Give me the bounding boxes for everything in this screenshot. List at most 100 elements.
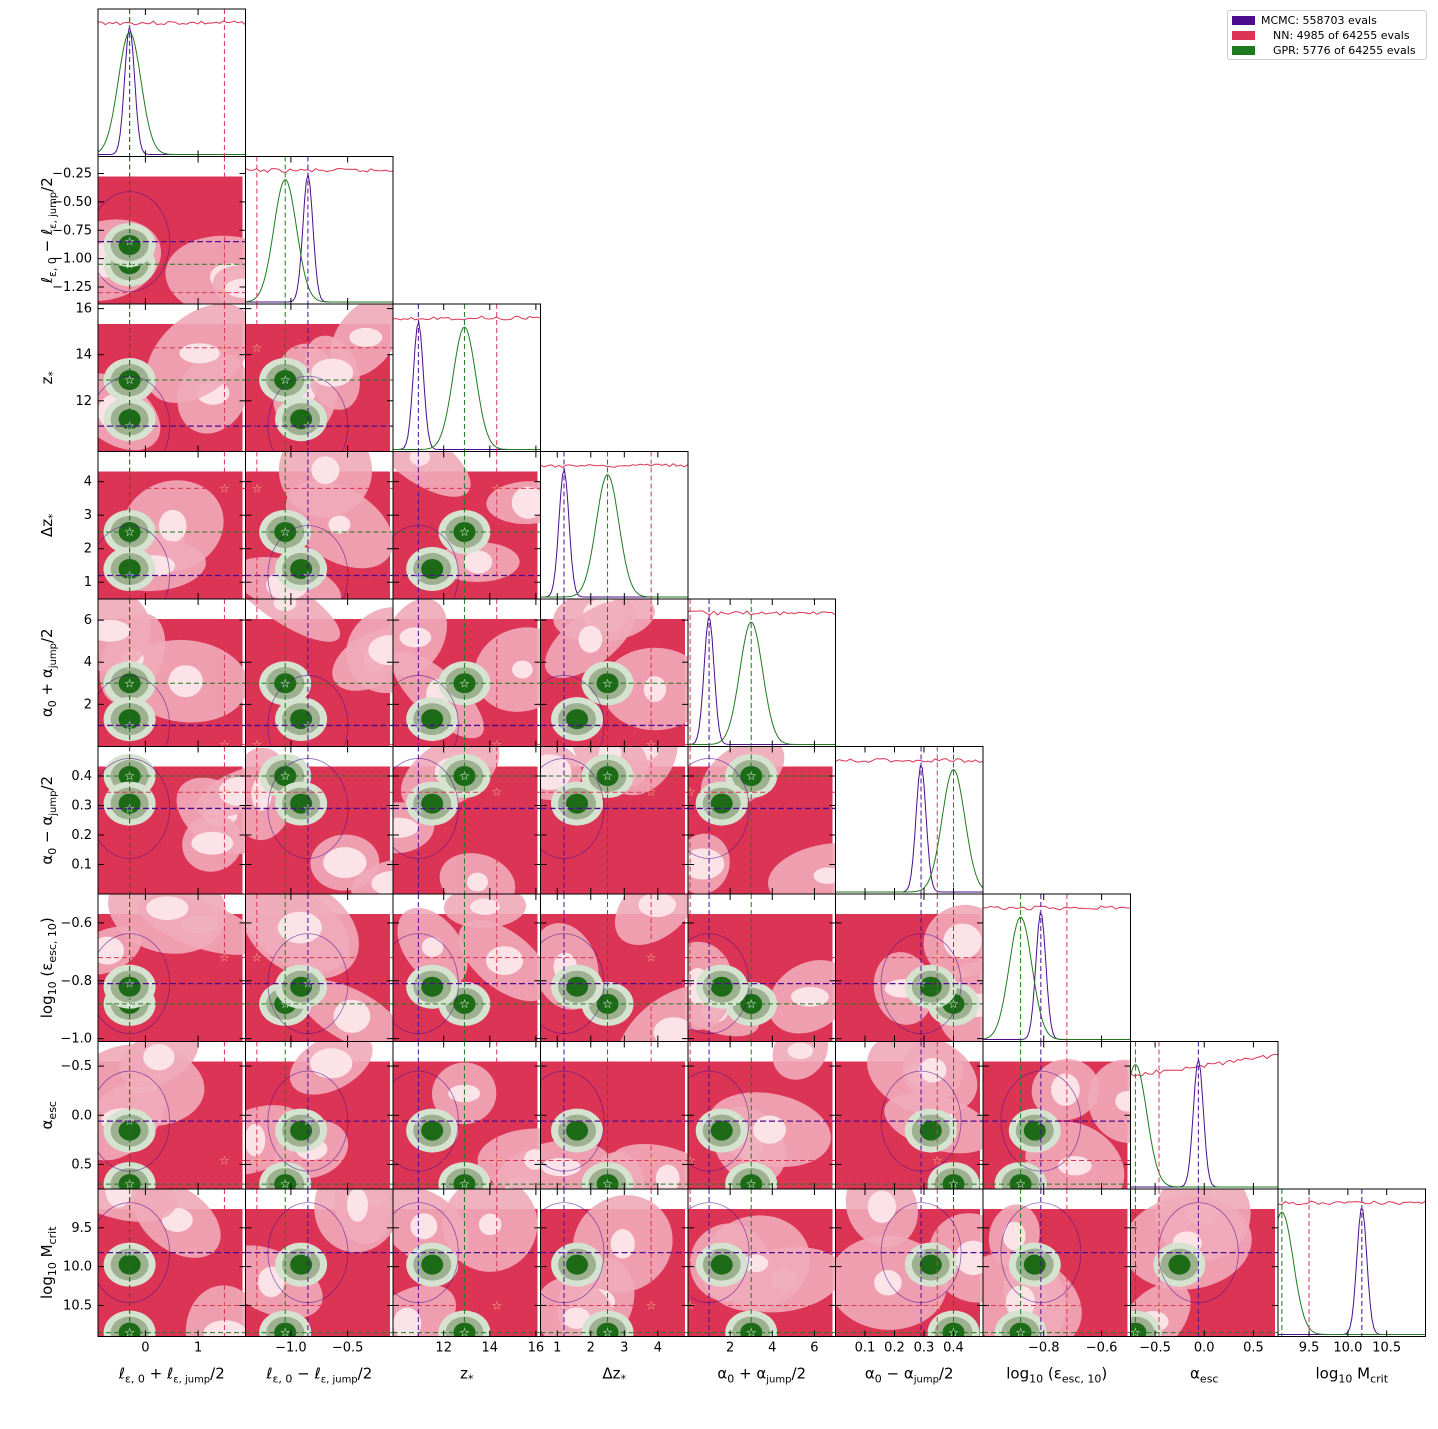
gpr-truth-star: ☆ bbox=[459, 1177, 470, 1191]
nn-contour-level bbox=[512, 660, 533, 679]
nn-contour-level bbox=[203, 1320, 246, 1337]
y-axis-label: z* bbox=[38, 371, 59, 385]
mcmc-truth-star: ☆ bbox=[559, 801, 570, 815]
nn-marginal-line bbox=[1130, 1053, 1278, 1077]
gpr-contour-inner bbox=[566, 976, 589, 997]
panel-4-4 bbox=[687, 598, 836, 747]
nn-contour-level bbox=[168, 665, 203, 698]
panel-7-2: ☆ ☆ ☆ bbox=[392, 1041, 541, 1191]
nn-truth-star: ☆ bbox=[251, 785, 262, 799]
y-axis-label: log10 (εesc, 10) bbox=[38, 917, 59, 1018]
nn-contour-level bbox=[328, 515, 351, 534]
panel-8-7: ☆ ☆ ☆ bbox=[1130, 1188, 1279, 1337]
nn-truth-star: ☆ bbox=[251, 1153, 262, 1167]
nn-marginal-line bbox=[835, 758, 983, 763]
nn-contour-level bbox=[311, 358, 354, 387]
panel-4-3: ☆ ☆ ☆ bbox=[540, 598, 689, 747]
panel-8-0: ☆ ☆ ☆ bbox=[97, 1188, 246, 1337]
y-tick-label: −1.25 bbox=[52, 280, 92, 295]
y-tick-label: 12 bbox=[75, 394, 92, 409]
panel-6-0: ☆ ☆ ☆ bbox=[97, 893, 246, 1042]
y-tick-label: 10.5 bbox=[63, 1298, 92, 1313]
nn-contour-level bbox=[245, 1123, 266, 1157]
nn-contour-level bbox=[1115, 1091, 1131, 1112]
nn-contour-level bbox=[393, 1307, 422, 1337]
panel-frame bbox=[835, 746, 984, 895]
nn-truth-star: ☆ bbox=[646, 785, 657, 799]
nn-truth-star: ☆ bbox=[685, 1153, 696, 1167]
mcmc-truth-star: ☆ bbox=[1193, 1246, 1204, 1260]
mcmc-truth-star: ☆ bbox=[124, 718, 135, 732]
y-axis-label: log10 Mcrit bbox=[38, 1226, 59, 1299]
nn-contour-level bbox=[179, 343, 220, 364]
gpr-truth-star: ☆ bbox=[280, 1177, 291, 1191]
gpr-contour-inner bbox=[421, 1254, 444, 1275]
mcmc-truth-star: ☆ bbox=[303, 1114, 314, 1128]
gpr-contour-inner bbox=[290, 558, 313, 579]
gpr-contour-inner bbox=[710, 976, 733, 997]
panel-7-3: ☆ ☆ ☆ bbox=[540, 1041, 689, 1190]
nn-contour-level bbox=[943, 923, 982, 959]
nn-contour-level bbox=[463, 550, 493, 574]
panel-7-0: ☆ ☆ ☆ bbox=[97, 1041, 246, 1190]
legend-swatch-gpr bbox=[1232, 46, 1255, 55]
mcmc-truth-star: ☆ bbox=[559, 1246, 570, 1260]
gpr-truth-star: ☆ bbox=[124, 997, 135, 1011]
y-tick-label: −1.0 bbox=[60, 1032, 92, 1047]
nn-marginal-line bbox=[98, 20, 246, 26]
nn-contour-level bbox=[311, 456, 340, 485]
gpr-truth-star: ☆ bbox=[124, 373, 135, 387]
nn-contour-level bbox=[466, 872, 489, 892]
gpr-marginal-line bbox=[835, 768, 983, 893]
gpr-truth-star: ☆ bbox=[602, 676, 613, 690]
mcmc-truth-star: ☆ bbox=[124, 1246, 135, 1260]
y-tick-label: −0.25 bbox=[52, 167, 92, 182]
nn-truth-star: ☆ bbox=[685, 951, 696, 965]
nn-contour-level bbox=[610, 1229, 635, 1259]
nn-marginal-line bbox=[540, 463, 688, 468]
gpr-truth-star: ☆ bbox=[1015, 1177, 1026, 1191]
y-tick-label: −0.75 bbox=[52, 223, 92, 238]
panel-8-6: ☆ ☆ ☆ bbox=[982, 1188, 1131, 1337]
x-tick-label: −1.0 bbox=[275, 1341, 307, 1356]
panel-8-2: ☆ ☆ ☆ bbox=[392, 1188, 541, 1337]
nn-truth-star: ☆ bbox=[646, 951, 657, 965]
mcmc-truth-star: ☆ bbox=[916, 1246, 927, 1260]
nn-marginal-line bbox=[245, 167, 393, 173]
gpr-truth-star: ☆ bbox=[746, 1177, 757, 1191]
panel-1-1 bbox=[245, 156, 394, 305]
mcmc-truth-star: ☆ bbox=[303, 801, 314, 815]
gpr-contour-inner bbox=[290, 409, 313, 430]
nn-contour-level bbox=[643, 676, 667, 702]
gpr-contour-inner bbox=[1168, 1254, 1191, 1275]
panel-frame bbox=[245, 156, 394, 305]
y-tick-label: 16 bbox=[75, 302, 92, 317]
mcmc-truth-star: ☆ bbox=[704, 1114, 715, 1128]
nn-contour-level bbox=[638, 894, 677, 918]
gpr-contour-inner bbox=[710, 1254, 733, 1275]
legend-item-gpr: GPR: 5776 of 64255 evals bbox=[1232, 43, 1422, 58]
gpr-truth-star: ☆ bbox=[746, 769, 757, 783]
nn-contour-level bbox=[478, 1213, 502, 1236]
y-tick-label: 4 bbox=[84, 475, 92, 490]
panel-7-7 bbox=[1130, 1041, 1279, 1190]
nn-contour-level bbox=[277, 911, 322, 944]
panel-5-0: ☆ ☆ ☆ bbox=[97, 746, 246, 895]
x-tick-label: 0.0 bbox=[1194, 1341, 1215, 1356]
nn-truth-star: ☆ bbox=[219, 1153, 230, 1167]
nn-truth-star: ☆ bbox=[932, 951, 943, 965]
nn-contour-level bbox=[753, 1115, 787, 1144]
x-tick-label: 0.2 bbox=[884, 1341, 905, 1356]
nn-marginal-line bbox=[688, 610, 836, 616]
nn-contour-level bbox=[393, 817, 419, 838]
mcmc-truth-star: ☆ bbox=[704, 1246, 715, 1260]
x-axis-label: α0 − αjump/2 bbox=[865, 1365, 954, 1386]
panel-5-2: ☆ ☆ ☆ bbox=[392, 746, 541, 895]
gpr-contour-inner bbox=[290, 1120, 313, 1141]
gpr-contour-inner bbox=[566, 1254, 589, 1275]
mcmc-truth-star: ☆ bbox=[124, 235, 135, 249]
mcmc-marginal-line bbox=[1130, 1059, 1278, 1188]
panel-7-6: ☆ ☆ ☆ bbox=[982, 1041, 1131, 1191]
y-axis-label: α0 + αjump/2 bbox=[38, 628, 59, 717]
gpr-truth-star: ☆ bbox=[602, 997, 613, 1011]
